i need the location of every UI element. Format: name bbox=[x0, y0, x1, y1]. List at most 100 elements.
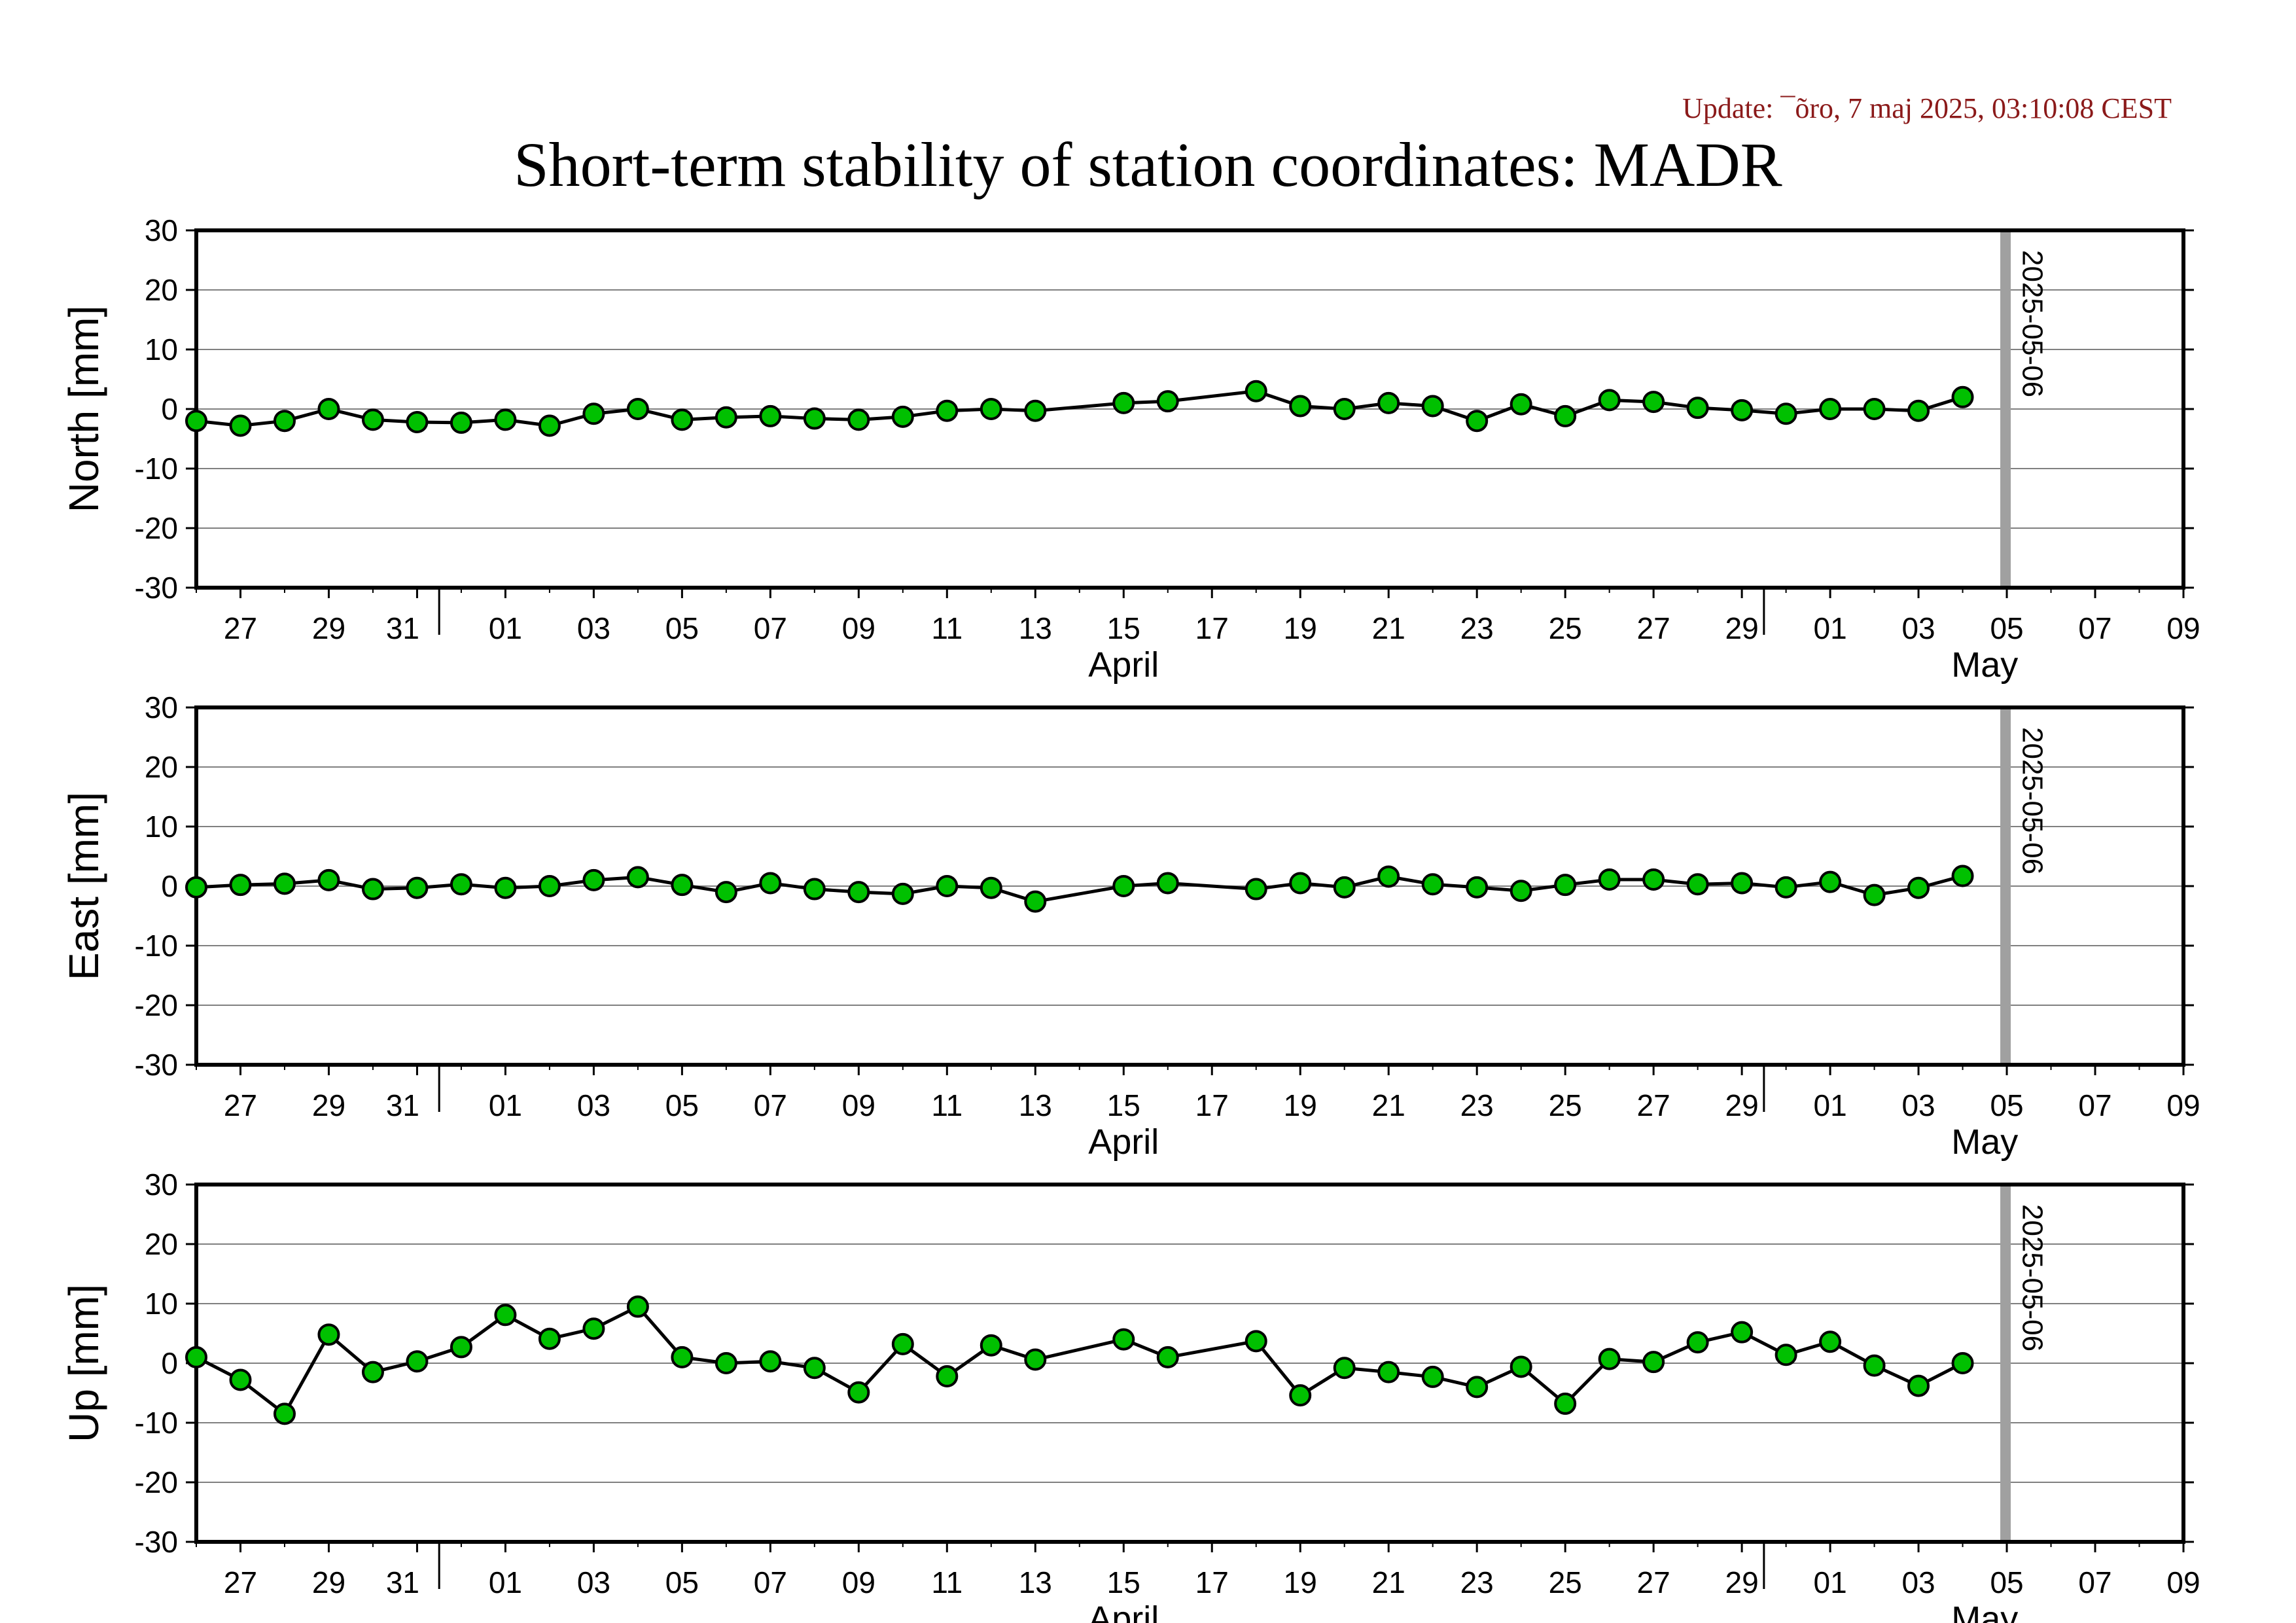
month-label: April bbox=[1088, 645, 1159, 685]
data-point bbox=[1819, 1330, 1842, 1353]
x-tick-label: 09 bbox=[2166, 1088, 2200, 1122]
data-point bbox=[1289, 395, 1312, 418]
data-point bbox=[1731, 872, 1754, 895]
x-tick-label: 29 bbox=[1725, 1088, 1759, 1122]
data-point bbox=[1510, 393, 1532, 416]
data-point bbox=[1156, 1346, 1179, 1368]
data-point bbox=[538, 875, 561, 897]
x-tick-label: 27 bbox=[224, 611, 257, 645]
data-point bbox=[1775, 402, 1797, 425]
x-tick-label: 05 bbox=[1990, 611, 2023, 645]
data-point bbox=[626, 1295, 649, 1318]
data-point bbox=[1289, 1384, 1312, 1407]
y-tick-label: 0 bbox=[161, 392, 178, 426]
y-tick-label: 30 bbox=[145, 213, 178, 247]
data-point bbox=[1951, 865, 1974, 887]
x-tick-label: 07 bbox=[2078, 611, 2111, 645]
x-tick-label: 07 bbox=[2078, 1088, 2111, 1122]
x-tick-label: 15 bbox=[1107, 1088, 1140, 1122]
data-point bbox=[1642, 868, 1665, 891]
x-tick-label: 09 bbox=[842, 611, 875, 645]
x-tick-label: 29 bbox=[312, 1565, 345, 1599]
data-point bbox=[185, 410, 207, 433]
data-point bbox=[582, 402, 605, 425]
data-point bbox=[715, 406, 737, 429]
y-tick-label: 0 bbox=[161, 869, 178, 903]
data-point bbox=[185, 1346, 207, 1368]
data-point bbox=[1024, 1348, 1047, 1371]
x-tick-label: 27 bbox=[224, 1088, 257, 1122]
x-tick-label: 25 bbox=[1549, 611, 1582, 645]
x-tick-label: 15 bbox=[1107, 611, 1140, 645]
data-point bbox=[361, 878, 384, 901]
data-point bbox=[317, 398, 340, 420]
x-tick-label: 17 bbox=[1195, 1088, 1229, 1122]
x-tick-label: 01 bbox=[489, 611, 522, 645]
y-tick-label: -10 bbox=[135, 1406, 178, 1440]
data-point bbox=[759, 1350, 782, 1373]
data-point bbox=[1333, 876, 1356, 899]
data-point bbox=[538, 414, 561, 437]
x-tick-label: 27 bbox=[1637, 1088, 1670, 1122]
y-tick-label: -10 bbox=[135, 452, 178, 486]
data-point bbox=[1598, 1347, 1621, 1370]
x-tick-label: 01 bbox=[1814, 611, 1847, 645]
y-tick-label: -30 bbox=[135, 571, 178, 605]
y-tick-label: 20 bbox=[145, 273, 178, 307]
x-tick-label: 13 bbox=[1019, 1088, 1052, 1122]
x-tick-label: 23 bbox=[1460, 611, 1494, 645]
x-tick-label: 29 bbox=[1725, 1565, 1759, 1599]
x-tick-label: 11 bbox=[931, 1088, 963, 1122]
data-point bbox=[1421, 395, 1444, 418]
data-point bbox=[1907, 399, 1930, 422]
x-tick-label: 21 bbox=[1372, 611, 1405, 645]
data-point bbox=[229, 1368, 252, 1391]
x-tick-label: 13 bbox=[1019, 611, 1052, 645]
x-tick-label: 05 bbox=[1990, 1565, 2023, 1599]
month-label: April bbox=[1088, 1122, 1159, 1162]
y-tick-label: 30 bbox=[145, 1168, 178, 1202]
data-point bbox=[1245, 380, 1267, 402]
data-point bbox=[1466, 410, 1489, 433]
data-point bbox=[1731, 1321, 1754, 1344]
data-point bbox=[1731, 399, 1754, 421]
data-point bbox=[1466, 876, 1489, 899]
x-tick-label: 27 bbox=[1637, 1565, 1670, 1599]
data-point bbox=[847, 881, 870, 904]
data-point bbox=[1333, 1357, 1356, 1380]
data-point bbox=[1024, 399, 1047, 422]
month-label: May bbox=[1951, 645, 2018, 685]
data-point bbox=[1554, 1392, 1577, 1415]
x-tick-label: 19 bbox=[1284, 1565, 1317, 1599]
data-point bbox=[1510, 880, 1532, 902]
x-tick-label: 21 bbox=[1372, 1565, 1405, 1599]
x-tick-label: 03 bbox=[577, 611, 610, 645]
data-point bbox=[626, 398, 649, 420]
x-tick-label: 01 bbox=[1814, 1565, 1847, 1599]
data-point bbox=[582, 868, 605, 891]
data-point bbox=[1642, 391, 1665, 414]
data-point bbox=[980, 398, 1002, 420]
data-point bbox=[980, 876, 1002, 899]
data-point bbox=[406, 411, 429, 434]
y-tick-label: -20 bbox=[135, 1465, 178, 1499]
data-point bbox=[803, 407, 826, 430]
x-tick-label: 09 bbox=[842, 1088, 875, 1122]
data-point bbox=[1112, 1328, 1135, 1351]
data-point bbox=[715, 881, 737, 904]
x-tick-label: 19 bbox=[1284, 1088, 1317, 1122]
y-tick-label: 10 bbox=[145, 1287, 178, 1321]
data-point bbox=[891, 405, 914, 428]
x-tick-label: 27 bbox=[1637, 611, 1670, 645]
data-point bbox=[450, 411, 472, 434]
x-tick-label: 05 bbox=[665, 1565, 699, 1599]
data-point bbox=[1907, 1374, 1930, 1397]
x-tick-label: 01 bbox=[489, 1565, 522, 1599]
data-point bbox=[1377, 391, 1400, 414]
data-point bbox=[1245, 878, 1267, 901]
data-point bbox=[1333, 398, 1356, 420]
data-point bbox=[936, 1365, 959, 1388]
x-tick-label: 05 bbox=[665, 1088, 699, 1122]
